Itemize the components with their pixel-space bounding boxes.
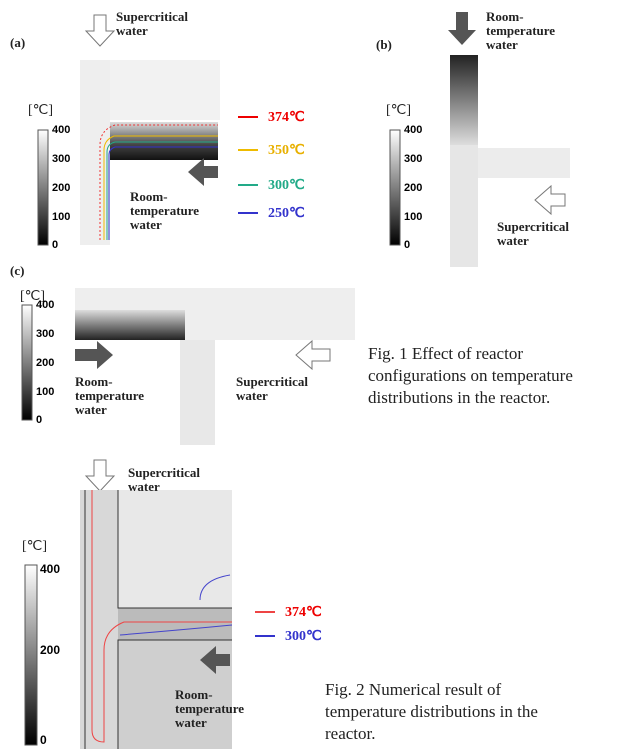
scale-label: 200 xyxy=(404,182,422,194)
legend-label: 350℃ xyxy=(268,142,305,159)
scale-label: 400 xyxy=(40,562,60,576)
scale-label: 100 xyxy=(404,211,422,223)
channel xyxy=(450,55,478,145)
scale-label: 0 xyxy=(52,239,58,251)
scale-label: 100 xyxy=(36,386,54,398)
scale-label: 100 xyxy=(52,211,70,223)
scale-label: 300 xyxy=(404,153,422,165)
page: (a) Supercritical water Room-temperature… xyxy=(0,0,627,749)
region xyxy=(118,490,232,608)
label: Room-temperature water xyxy=(486,10,581,52)
unit: [℃] xyxy=(22,540,47,554)
label: Supercritical water xyxy=(128,466,223,494)
unit: [℃] xyxy=(28,104,53,118)
channel xyxy=(80,60,110,245)
legend-label: 374℃ xyxy=(285,604,322,621)
label: Room-temperature water xyxy=(175,688,270,730)
caption: Fig. 2 Numerical result of temperature d… xyxy=(325,679,575,745)
panel-label: (a) xyxy=(10,36,25,50)
colorbar xyxy=(390,130,400,245)
arrow xyxy=(448,12,476,45)
scale-label: 0 xyxy=(40,733,47,747)
legend-label: 300℃ xyxy=(285,628,322,645)
label: Supercritical water xyxy=(116,10,206,38)
arrow xyxy=(188,158,218,186)
label: Room-temperature water xyxy=(75,375,170,417)
scale-label: 300 xyxy=(36,328,54,340)
channel xyxy=(180,340,215,445)
arrow xyxy=(86,15,114,46)
panel-label: (c) xyxy=(10,264,24,278)
scale-label: 200 xyxy=(36,357,54,369)
channel xyxy=(110,122,218,160)
scale-label: 0 xyxy=(36,414,42,426)
arrow xyxy=(535,186,565,214)
scale-label: 400 xyxy=(404,124,422,136)
channel xyxy=(478,148,570,178)
channel xyxy=(118,608,232,640)
colorbar xyxy=(25,565,37,745)
label: Supercritical water xyxy=(497,220,592,248)
scale-label: 200 xyxy=(52,182,70,194)
legend-label: 250℃ xyxy=(268,205,305,222)
label: Room-temperature water xyxy=(130,190,215,232)
colorbar xyxy=(38,130,48,245)
legend-label: 300℃ xyxy=(268,177,305,194)
region xyxy=(110,60,220,120)
arrow xyxy=(296,341,330,369)
scale-label: 0 xyxy=(404,239,410,251)
unit: [℃] xyxy=(386,104,411,118)
label: Supercritical water xyxy=(236,375,331,403)
colorbar xyxy=(22,305,32,420)
scale-label: 400 xyxy=(36,299,54,311)
legend-label: 374℃ xyxy=(268,109,305,126)
arrow xyxy=(75,341,113,369)
caption: Fig. 1 Effect of reactor configurations … xyxy=(368,343,618,409)
arrow xyxy=(86,460,114,491)
scale-label: 200 xyxy=(40,643,60,657)
scale-label: 400 xyxy=(52,124,70,136)
scale-label: 300 xyxy=(52,153,70,165)
panel-label: (b) xyxy=(376,38,392,52)
channel xyxy=(75,310,185,340)
